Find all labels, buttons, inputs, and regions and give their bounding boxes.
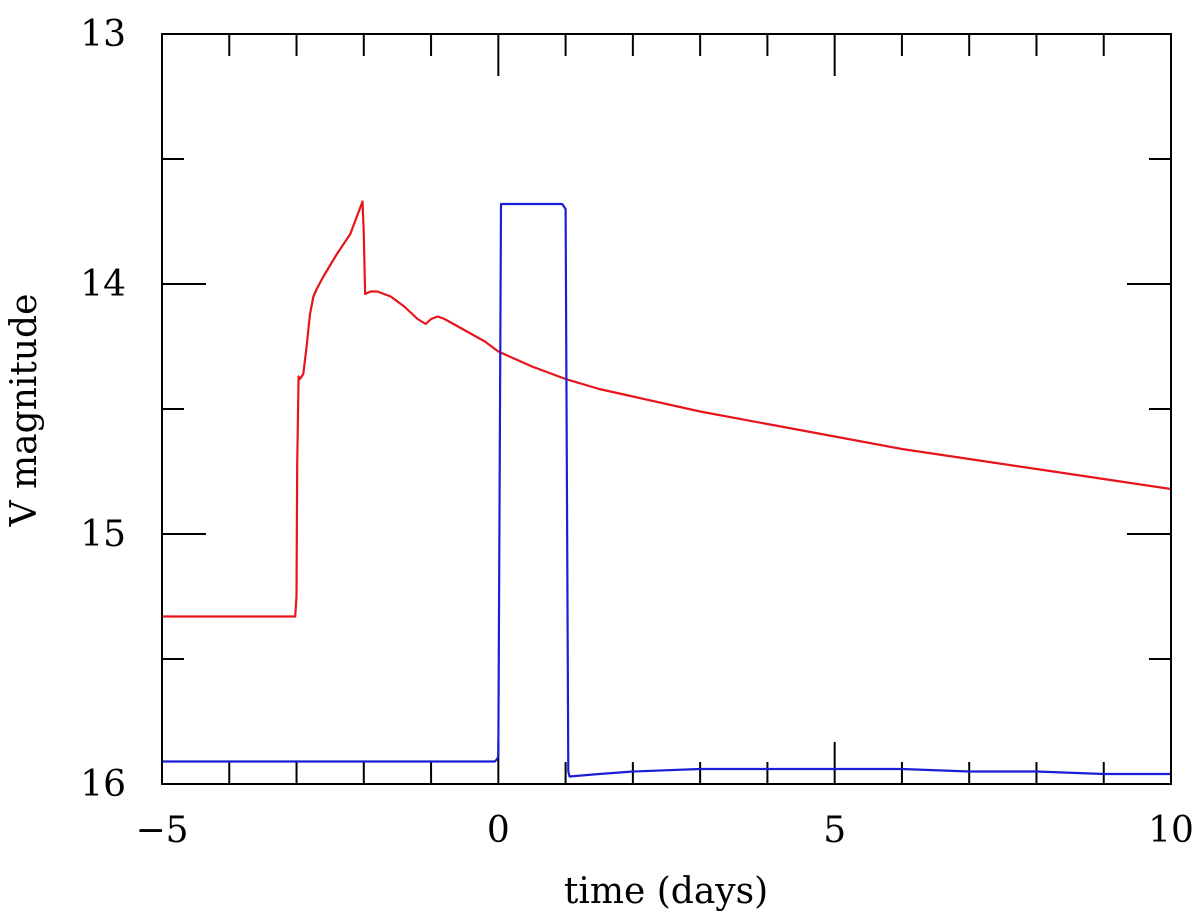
x-tick-label: 0	[487, 810, 510, 851]
y-tick-label: 14	[80, 264, 126, 305]
y-tick-label: 13	[80, 14, 126, 55]
plot-frame	[161, 33, 1172, 785]
y-tick-label: 15	[80, 514, 126, 555]
y-axis-label: V magnitude	[4, 294, 45, 528]
y-tick-label: 16	[80, 764, 126, 805]
x-tick-label: −5	[135, 810, 188, 851]
series-layer	[162, 200, 1172, 778]
x-tick-label: 10	[1148, 810, 1194, 851]
tick-marks	[161, 33, 1172, 785]
tick-labels: −5 0 5 10 13 14 15 16	[80, 14, 1194, 851]
x-tick-label: 5	[823, 810, 846, 851]
series-line-1	[162, 200, 1172, 618]
series-line-2	[162, 202, 1171, 778]
x-axis-label: time (days)	[564, 871, 768, 912]
